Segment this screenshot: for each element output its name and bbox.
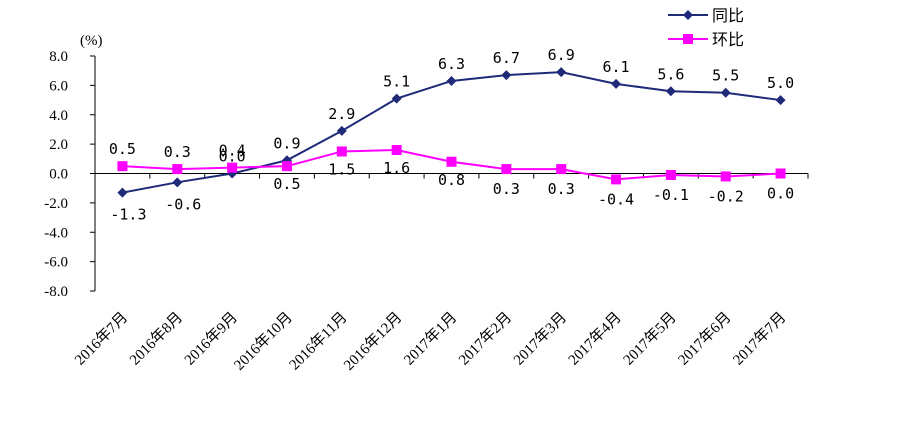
data-label: -0.4 <box>598 190 634 208</box>
legend-label: 环比 <box>712 30 744 49</box>
legend-marker-square <box>683 34 693 44</box>
point-marker-square <box>501 164 512 175</box>
x-tick-label: 2017年4月 <box>565 309 625 369</box>
legend-marker-diamond <box>683 10 693 20</box>
data-label: 0.5 <box>273 175 300 193</box>
point-marker-square <box>665 169 676 180</box>
data-label: 6.7 <box>493 49 520 67</box>
data-label: 5.1 <box>383 73 410 91</box>
chart-axes: 8.0 6.0 4.0 2.0 0.0 -2.0 -4.0 -6.0 -8.0 (%) 2016年7… <box>44 33 809 374</box>
point-marker-diamond <box>336 125 347 136</box>
data-labels: -1.3 -0.6 0.0 0.9 2.9 5.1 6.3 6.7 6.9 6.1 5.6 5.5 5.… <box>109 46 794 223</box>
y-tick-label: 0.0 <box>49 167 68 183</box>
legend-label: 同比 <box>712 6 744 25</box>
data-label: 0.9 <box>273 134 300 152</box>
data-label: 5.6 <box>657 65 684 83</box>
y-tick-label: 8.0 <box>49 49 68 65</box>
data-label: -0.2 <box>708 187 744 205</box>
point-marker-diamond <box>775 95 786 106</box>
y-tick-label: 4.0 <box>49 108 68 124</box>
point-marker-square <box>172 164 183 175</box>
point-marker-diamond <box>117 187 128 198</box>
point-marker-diamond <box>391 93 402 104</box>
point-marker-diamond <box>665 86 676 97</box>
point-marker-diamond <box>720 87 731 98</box>
data-label: 1.5 <box>328 160 355 178</box>
data-label: 0.4 <box>219 142 246 160</box>
x-tick-label: 2017年3月 <box>510 309 570 369</box>
data-label: -1.3 <box>110 206 146 224</box>
point-marker-diamond <box>556 67 567 78</box>
x-tick-label: 2017年1月 <box>401 309 461 369</box>
data-label: -0.6 <box>165 195 201 213</box>
point-marker-square <box>446 156 457 167</box>
y-tick-label: -8.0 <box>44 284 68 300</box>
point-marker-square <box>556 164 567 175</box>
data-label: 0.3 <box>548 180 575 198</box>
y-tick-label: 6.0 <box>49 78 68 94</box>
point-marker-square <box>391 145 402 155</box>
data-label: 6.9 <box>548 46 575 64</box>
x-tick-label: 2016年8月 <box>126 309 186 369</box>
x-tick-label: 2016年7月 <box>71 309 131 369</box>
point-marker-square <box>281 161 292 172</box>
data-label: 6.1 <box>602 58 629 76</box>
point-marker-diamond <box>446 75 457 86</box>
data-label: 0.5 <box>109 140 136 158</box>
y-tick-label: -2.0 <box>44 196 68 212</box>
data-label: 0.3 <box>164 143 191 161</box>
x-tick-label: 2017年6月 <box>675 309 735 369</box>
point-marker-square <box>336 146 347 157</box>
data-label: 0.0 <box>767 185 794 203</box>
data-label: 1.6 <box>383 159 410 177</box>
y-tick-label: 2.0 <box>49 137 68 153</box>
y-tick-label: -6.0 <box>44 255 68 271</box>
data-label: 0.3 <box>493 180 520 198</box>
data-label: 5.0 <box>767 74 794 92</box>
point-marker-diamond <box>172 177 183 188</box>
point-marker-square <box>775 168 786 179</box>
point-marker-diamond <box>501 70 512 81</box>
series-markers <box>117 67 786 198</box>
x-tick-label: 2016年9月 <box>181 309 241 369</box>
x-tick-label: 2016年12月 <box>340 309 405 374</box>
point-marker-square <box>720 171 731 182</box>
data-label: -0.1 <box>653 186 689 204</box>
point-marker-square <box>117 161 128 172</box>
point-marker-square <box>611 174 622 185</box>
x-tick-label: 2016年10月 <box>231 309 296 374</box>
x-tick-label: 2017年7月 <box>730 309 790 369</box>
point-marker-diamond <box>611 78 622 89</box>
data-label: 5.5 <box>712 67 739 85</box>
data-label: 0.8 <box>438 171 465 189</box>
data-label: 2.9 <box>328 105 355 123</box>
data-label: 6.3 <box>438 55 465 73</box>
y-axis-label: (%) <box>80 33 103 49</box>
data-label: 0.0 <box>219 148 246 166</box>
x-tick-label: 2017年5月 <box>620 309 680 369</box>
y-tick-label: -4.0 <box>44 225 68 241</box>
x-tick-label: 2017年2月 <box>455 309 515 369</box>
point-marker-square <box>227 162 238 173</box>
